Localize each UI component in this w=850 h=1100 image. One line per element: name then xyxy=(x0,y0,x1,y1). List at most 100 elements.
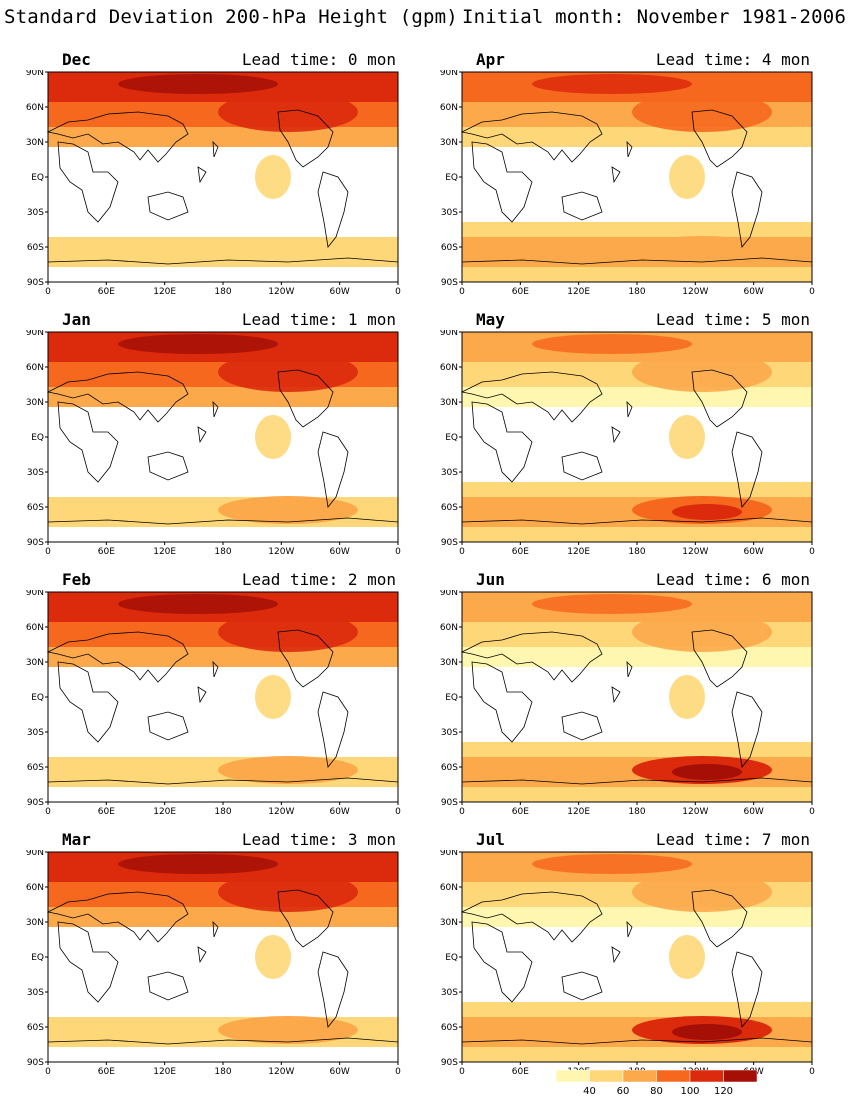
lon-tick-label: 120W xyxy=(268,1067,294,1077)
lat-tick-label: 60S xyxy=(27,243,44,253)
lat-tick-label: 90N xyxy=(26,330,44,338)
panel-month-label: May xyxy=(476,310,505,329)
lat-tick-label: 60S xyxy=(441,1023,458,1033)
lon-tick-label: 120E xyxy=(567,287,590,297)
lon-tick-label: 120W xyxy=(682,807,708,817)
lon-tick-label: 120W xyxy=(682,547,708,557)
lon-tick-label: 0 xyxy=(45,807,51,817)
panel-lead-time: Lead time: 4 mon xyxy=(655,50,810,69)
panel-month-label: Jan xyxy=(62,310,91,329)
lat-tick-label: 90N xyxy=(440,850,458,858)
lat-tick-label: 90S xyxy=(27,1058,44,1068)
lon-tick-label: 60E xyxy=(512,547,529,557)
panel-month-label: Feb xyxy=(62,570,91,589)
colorbar-label: 40 xyxy=(583,1086,596,1097)
lat-tick-label: 90S xyxy=(441,278,458,288)
lat-tick-label: EQ xyxy=(445,953,458,963)
map-panel-feb: Feb Lead time: 2 mon 90N 60N 30N EQ 30S 60S 90S 0… xyxy=(2,570,401,817)
panel-lead-time: Lead time: 2 mon xyxy=(241,570,396,589)
lon-tick-label: 60W xyxy=(329,547,349,557)
lon-tick-label: 60E xyxy=(98,1067,115,1077)
lon-tick-label: 0 xyxy=(809,1067,815,1077)
lon-tick-label: 120E xyxy=(153,1067,176,1077)
colorbar-label: 100 xyxy=(680,1086,699,1097)
lon-tick-label: 180 xyxy=(214,547,231,557)
lat-tick-label: 60N xyxy=(440,363,458,373)
figure-title: Standard Deviation 200-hPa Height (gpm) xyxy=(4,6,458,28)
lat-tick-label: 30S xyxy=(27,468,44,478)
lat-tick-label: EQ xyxy=(31,173,44,183)
lat-tick-label: 60N xyxy=(440,103,458,113)
panel-lead-time: Lead time: 6 mon xyxy=(655,570,810,589)
lon-tick-label: 0 xyxy=(459,1067,465,1077)
colorbar: 40 60 80 100 120 xyxy=(556,1070,758,1097)
lat-tick-label: 90S xyxy=(441,798,458,808)
lat-tick-label: 60S xyxy=(27,503,44,513)
lat-tick-label: 30S xyxy=(441,208,458,218)
map-panel-dec: Dec Lead time: 0 mon 90N 60N 30N EQ 30S 60S 90S 0… xyxy=(2,50,401,297)
panel-lead-time: Lead time: 7 mon xyxy=(655,830,810,849)
lon-tick-label: 60W xyxy=(329,1067,349,1077)
lat-tick-label: 60N xyxy=(26,623,44,633)
lat-tick-label: 90S xyxy=(441,538,458,548)
map-panel-may: May Lead time: 5 mon 90N 60N 30N EQ 30S 60S 90S 0… xyxy=(416,310,815,557)
lon-tick-label: 0 xyxy=(45,287,51,297)
colorbar-label: 80 xyxy=(650,1086,663,1097)
lon-tick-label: 180 xyxy=(214,287,231,297)
lon-tick-label: 0 xyxy=(395,1067,401,1077)
lon-tick-label: 60W xyxy=(743,287,763,297)
colorbar-swatch xyxy=(656,1070,691,1083)
lat-tick-label: 90N xyxy=(440,590,458,598)
lat-tick-label: 90S xyxy=(27,538,44,548)
lat-tick-label: 60S xyxy=(27,1023,44,1033)
lat-tick-label: 30N xyxy=(440,398,458,408)
colorbar-swatch xyxy=(556,1070,590,1083)
lon-tick-label: 180 xyxy=(628,547,645,557)
lat-tick-label: 60N xyxy=(26,363,44,373)
lon-tick-label: 120E xyxy=(153,547,176,557)
lat-tick-label: 90S xyxy=(441,1058,458,1068)
lon-tick-label: 120W xyxy=(682,287,708,297)
lon-tick-label: 180 xyxy=(628,807,645,817)
lat-tick-label: 60S xyxy=(27,763,44,773)
lon-tick-label: 0 xyxy=(45,1067,51,1077)
lat-tick-label: 30S xyxy=(441,988,458,998)
lon-tick-label: 60E xyxy=(98,287,115,297)
lon-tick-label: 0 xyxy=(459,807,465,817)
panel-month-label: Jul xyxy=(476,830,505,849)
lat-tick-label: 90S xyxy=(27,278,44,288)
lon-tick-label: 0 xyxy=(395,547,401,557)
lon-tick-label: 120E xyxy=(153,807,176,817)
lat-tick-label: 60S xyxy=(441,763,458,773)
lat-tick-label: 30N xyxy=(26,398,44,408)
lon-tick-label: 0 xyxy=(809,547,815,557)
colorbar-label: 60 xyxy=(617,1086,630,1097)
panel-month-label: Jun xyxy=(476,570,505,589)
map-panel-jan: Jan Lead time: 1 mon 90N 60N 30N EQ 30S 60S 90S 0… xyxy=(2,310,401,557)
lat-tick-label: 30S xyxy=(441,728,458,738)
lat-tick-label: 60N xyxy=(26,103,44,113)
panel-lead-time: Lead time: 1 mon xyxy=(241,310,396,329)
lat-tick-label: 60S xyxy=(441,503,458,513)
lon-tick-label: 60E xyxy=(98,807,115,817)
lon-tick-label: 60E xyxy=(512,287,529,297)
lat-tick-label: 90N xyxy=(440,330,458,338)
panel-lead-time: Lead time: 5 mon xyxy=(655,310,810,329)
lat-tick-label: EQ xyxy=(445,693,458,703)
lat-tick-label: EQ xyxy=(445,173,458,183)
lon-tick-label: 120W xyxy=(268,287,294,297)
lon-tick-label: 0 xyxy=(395,807,401,817)
lon-tick-label: 0 xyxy=(459,287,465,297)
colorbar-swatch xyxy=(723,1070,758,1083)
lat-tick-label: EQ xyxy=(31,693,44,703)
lon-tick-label: 120E xyxy=(567,807,590,817)
lat-tick-label: 30S xyxy=(27,208,44,218)
lat-tick-label: 30N xyxy=(26,138,44,148)
lat-tick-label: 30N xyxy=(26,918,44,928)
lon-tick-label: 180 xyxy=(628,287,645,297)
